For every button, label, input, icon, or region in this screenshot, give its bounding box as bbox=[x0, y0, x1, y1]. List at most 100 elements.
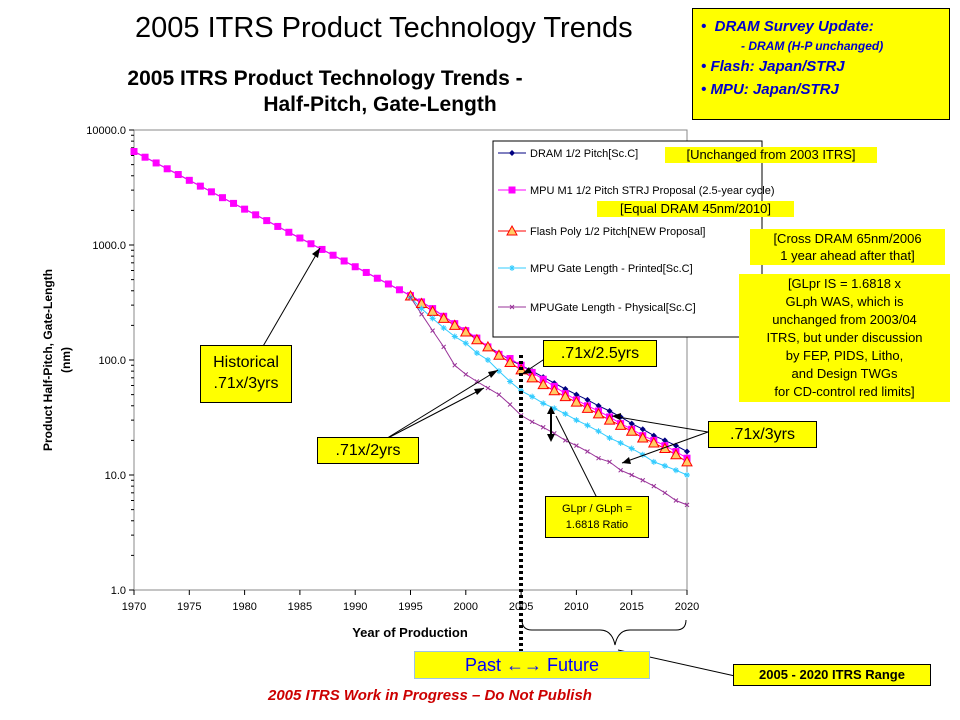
x-tick-label: 1995 bbox=[398, 601, 422, 613]
data-point bbox=[141, 153, 149, 161]
data-point bbox=[484, 357, 491, 363]
cross-dram-line2: 1 year ahead after that] bbox=[780, 248, 915, 263]
legend-label: Flash Poly 1/2 Pitch[NEW Proposal] bbox=[530, 226, 705, 238]
legend-label: MPU Gate Length - Printed[Sc.C] bbox=[530, 263, 693, 275]
data-point bbox=[574, 443, 579, 448]
data-point bbox=[130, 148, 138, 156]
data-point bbox=[274, 222, 282, 230]
data-point bbox=[362, 268, 370, 276]
arrowhead-2yrs-b bbox=[474, 388, 484, 395]
data-point bbox=[548, 384, 561, 396]
legend-label: DRAM 1/2 Pitch[Sc.C] bbox=[530, 148, 638, 160]
legend-marker bbox=[508, 186, 516, 194]
data-point bbox=[462, 340, 469, 347]
itrs-range-label: 2005 - 2020 ITRS Range bbox=[733, 664, 931, 686]
data-point bbox=[559, 390, 572, 402]
legend-marker bbox=[509, 304, 515, 310]
x-tick-label: 1975 bbox=[177, 601, 201, 613]
bullet-icon: • bbox=[701, 81, 707, 98]
data-point bbox=[628, 445, 635, 452]
x-tick-label: 2020 bbox=[675, 601, 699, 613]
x-tick-label: 2010 bbox=[564, 601, 588, 613]
legend-marker bbox=[509, 265, 515, 271]
data-point bbox=[537, 378, 550, 390]
data-point bbox=[540, 400, 547, 407]
arrowhead-2yrs-a bbox=[488, 370, 498, 378]
data-point bbox=[540, 424, 546, 430]
ratio-line1: GLpr / GLph = bbox=[561, 503, 632, 515]
arrow-2yrs-a bbox=[383, 369, 499, 441]
y-axis-label: Product Half-Pitch, Gate-Length bbox=[41, 269, 55, 451]
glpr-line4: ITRS, but under discussion bbox=[766, 330, 923, 345]
data-point bbox=[595, 428, 602, 435]
y-tick-label: 1.0 bbox=[111, 585, 126, 597]
data-point bbox=[429, 315, 436, 322]
data-point bbox=[451, 333, 458, 340]
glpr-line2: GLph WAS, which is bbox=[785, 294, 904, 309]
data-point bbox=[285, 228, 293, 236]
data-point bbox=[474, 379, 480, 384]
x-tick-label: 2015 bbox=[619, 601, 643, 613]
data-point bbox=[207, 188, 215, 196]
legend-items: DRAM 1/2 Pitch[Sc.C] MPU M1 1/2 Pitch STR… bbox=[498, 148, 775, 314]
data-point bbox=[584, 422, 591, 429]
update-dram-label: DRAM Survey Update: bbox=[714, 18, 874, 35]
data-point bbox=[629, 472, 635, 478]
data-point bbox=[463, 372, 469, 377]
data-point bbox=[471, 333, 483, 345]
data-point bbox=[485, 385, 491, 391]
annotation-ratio: GLpr / GLph = 1.6818 Ratio bbox=[545, 496, 649, 538]
update-dram-sub: - DRAM (H-P unchanged) bbox=[741, 39, 884, 53]
data-point bbox=[452, 362, 458, 368]
data-point bbox=[440, 324, 447, 331]
axes: 1970197519801985199019952000200520102015… bbox=[86, 125, 699, 613]
data-point bbox=[218, 194, 226, 202]
data-point bbox=[651, 483, 657, 489]
y-axis-unit: (nm) bbox=[59, 347, 73, 373]
arrowheads bbox=[312, 248, 631, 464]
range-brace bbox=[521, 619, 687, 646]
data-point bbox=[639, 451, 646, 458]
wip-notice: 2005 ITRS Work in Progress – Do Not Publ… bbox=[268, 687, 592, 704]
glpr-line1: [GLpr IS = 1.6818 x bbox=[787, 276, 902, 291]
arrowhead-historical bbox=[312, 248, 320, 258]
legend-marker bbox=[509, 150, 515, 156]
data-point bbox=[672, 467, 679, 474]
bullet-icon: • bbox=[701, 58, 707, 75]
data-point bbox=[307, 240, 315, 248]
arrowhead-3yrs-b bbox=[622, 457, 631, 464]
arrowhead-gap-bottom bbox=[547, 434, 555, 442]
data-point bbox=[430, 328, 435, 333]
data-point bbox=[606, 434, 613, 441]
legend bbox=[492, 140, 763, 338]
data-point bbox=[395, 286, 403, 294]
x-tick-label: 1985 bbox=[288, 601, 312, 613]
chart-subtitle: Half-Pitch, Gate-Length bbox=[263, 93, 496, 116]
update-mpu-label: MPU: Japan/STRJ bbox=[710, 81, 839, 98]
data-point bbox=[418, 305, 425, 312]
y-tick-label: 10.0 bbox=[105, 470, 126, 482]
data-point bbox=[684, 502, 690, 508]
data-point bbox=[437, 312, 450, 323]
data-point bbox=[636, 431, 649, 443]
data-point bbox=[263, 217, 271, 225]
past-future-label: Past ←→ Future bbox=[414, 651, 650, 679]
data-point bbox=[625, 425, 638, 436]
data-point bbox=[647, 436, 660, 448]
data-point bbox=[318, 245, 326, 253]
data-point bbox=[459, 326, 472, 337]
x-tick-label: 1970 bbox=[122, 601, 146, 613]
data-point bbox=[573, 391, 580, 398]
legend-marker bbox=[506, 224, 518, 236]
series-line bbox=[410, 297, 688, 476]
data-point bbox=[526, 371, 539, 383]
update-line-dram: • DRAM Survey Update: bbox=[701, 15, 941, 38]
arrowhead-3yrs-a bbox=[612, 413, 621, 420]
data-point bbox=[628, 420, 635, 427]
legend-label: MPUGate Length - Physical[Sc.C] bbox=[530, 302, 696, 314]
data-point bbox=[518, 387, 525, 394]
data-point bbox=[581, 402, 594, 413]
slide-title: 2005 ITRS Product Technology Trends bbox=[135, 12, 633, 44]
y-tick-label: 10000.0 bbox=[86, 125, 126, 137]
annotation-cross-dram: [Cross DRAM 65nm/2006 1 year ahead after… bbox=[750, 229, 945, 265]
